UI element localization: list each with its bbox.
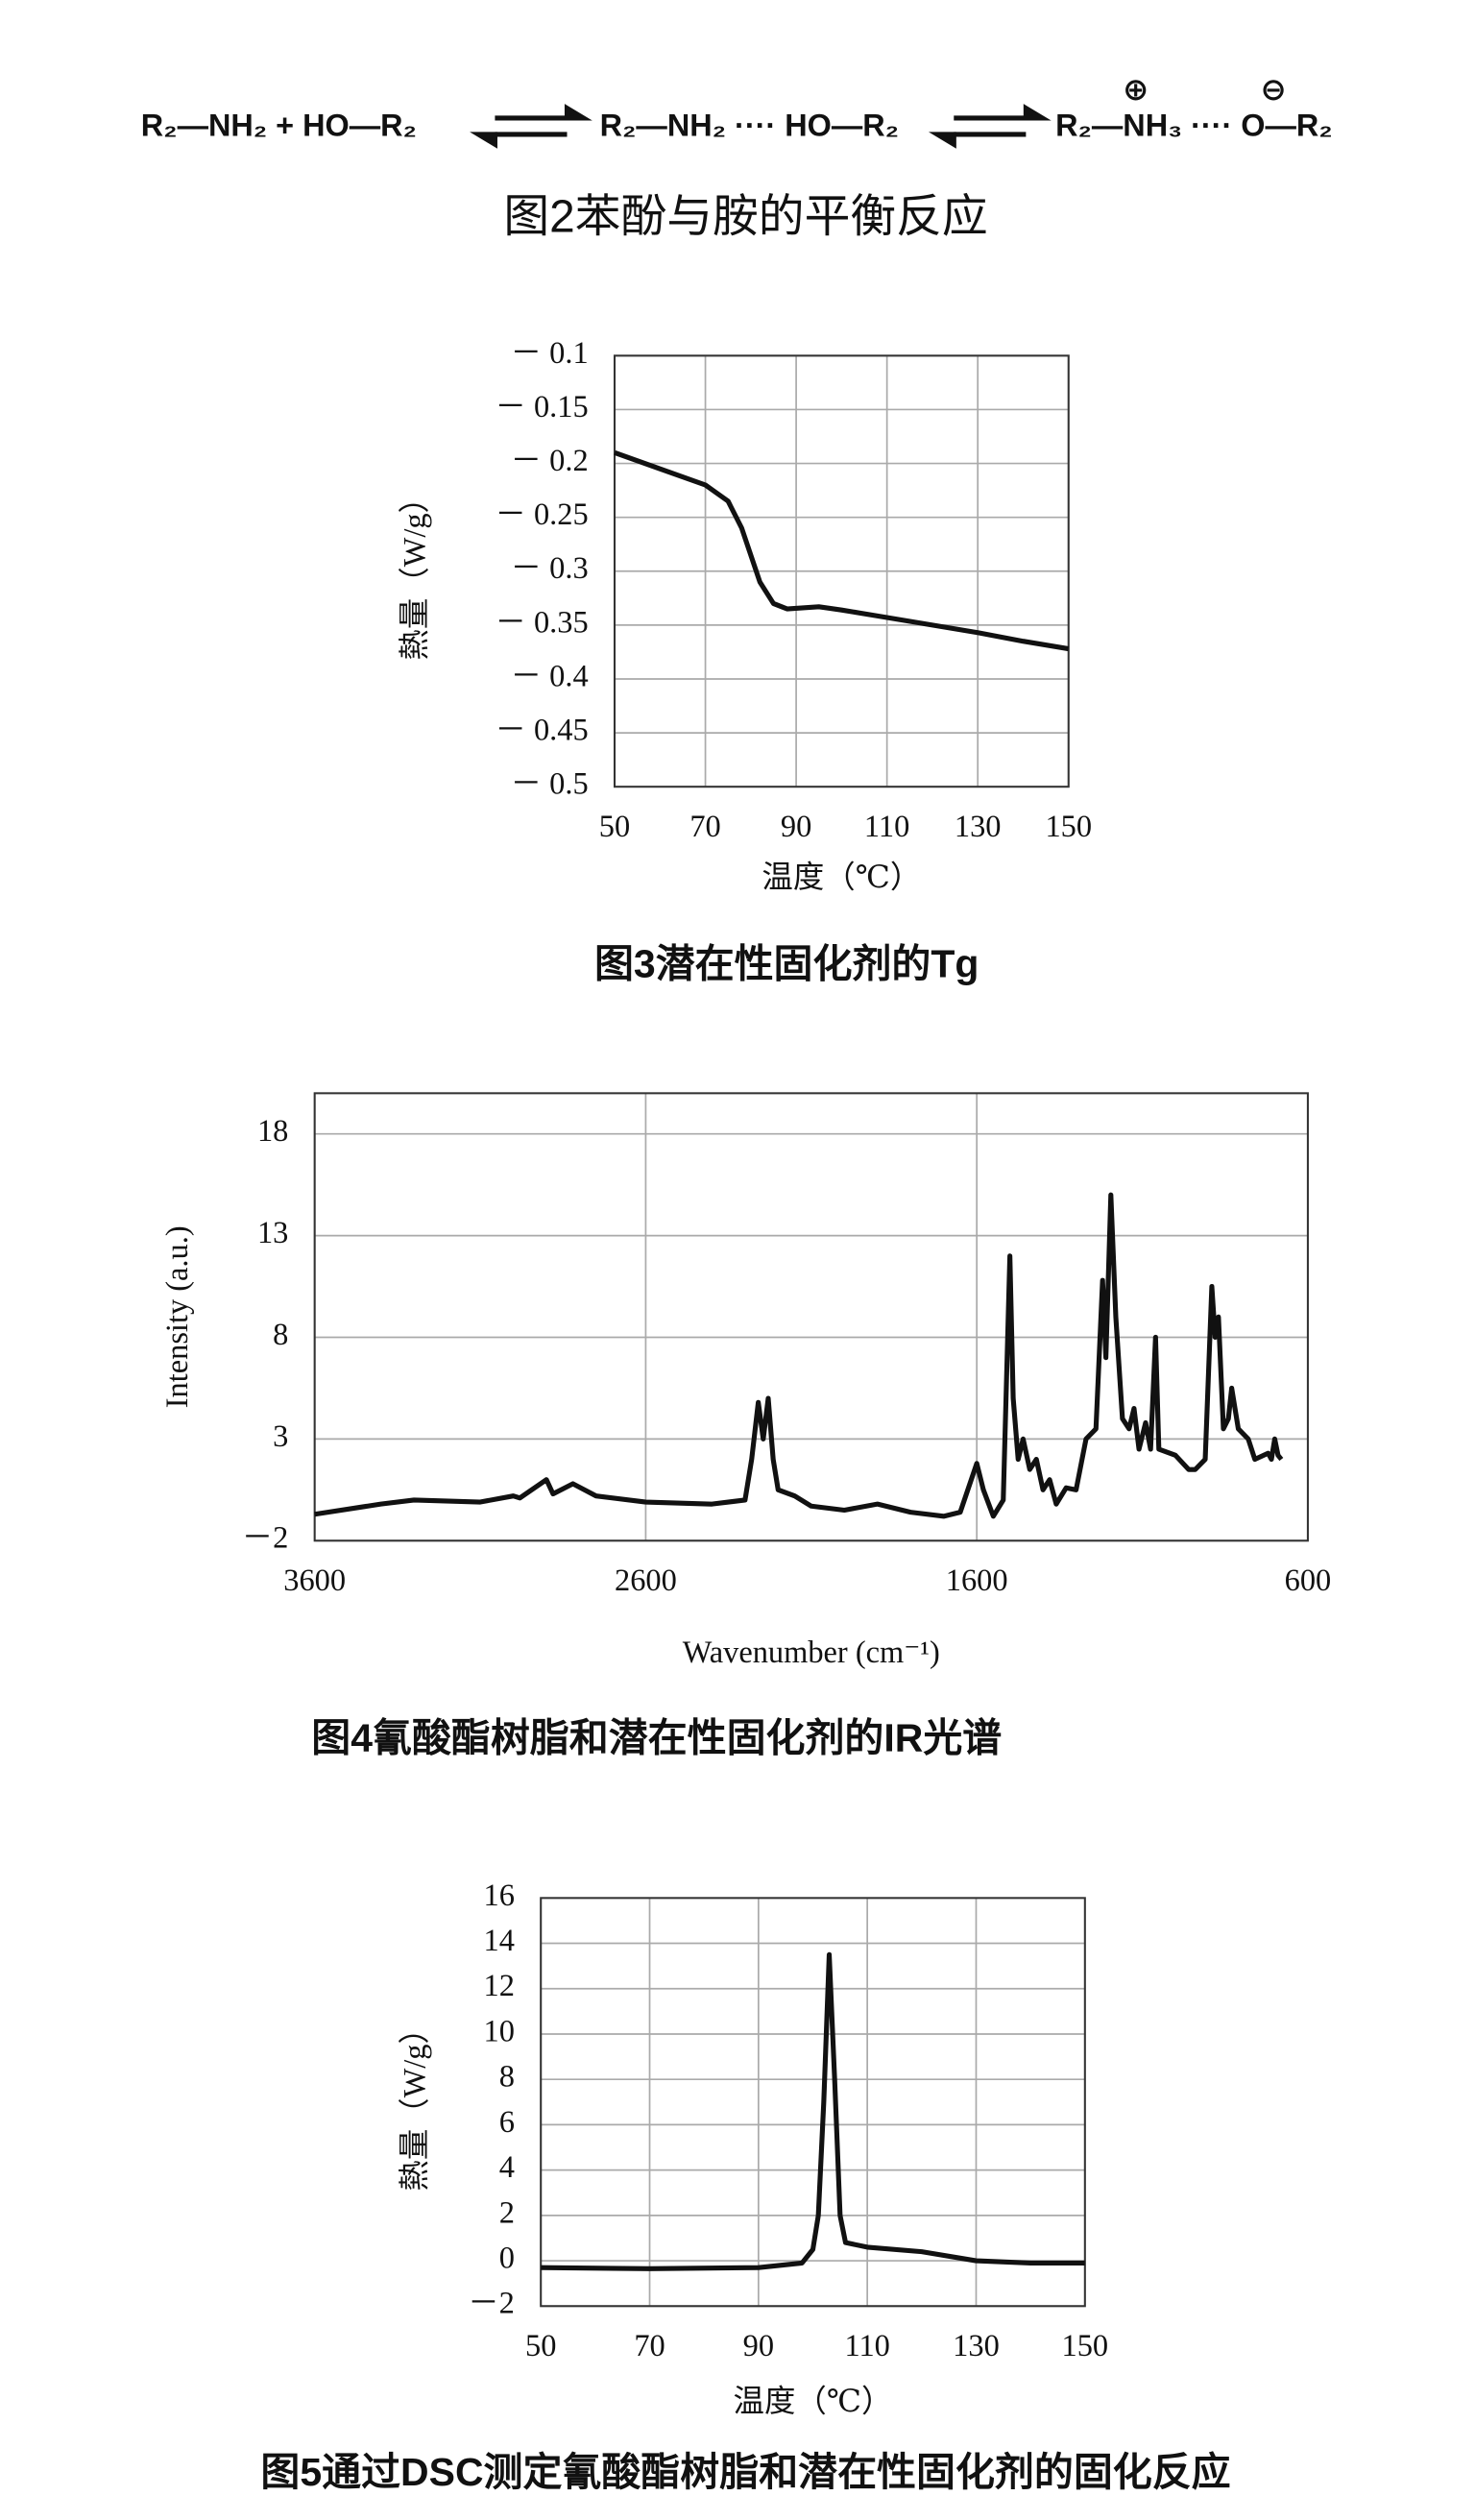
equilibrium-arrow [470,104,1052,149]
y-tick-label: 2 [499,2195,515,2230]
x-tick-label: 150 [1045,810,1092,844]
y-tick-label: 16 [483,1878,514,1913]
y-tick-label: 13 [257,1216,288,1250]
x-tick-label: 150 [1062,2329,1109,2363]
y-tick-label: 14 [483,1924,514,1958]
x-tick-label: 2600 [615,1563,677,1598]
y-tick-label: 6 [499,2105,515,2140]
y-tick-label: － 0.25 [495,497,588,532]
y-tick-label: 0 [499,2241,515,2275]
figure-caption: 图5通过DSC测定氰酸酯树脂和潜在性固化剂的固化反应 [260,2450,1230,2494]
x-tick-label: 600 [1285,1563,1332,1598]
y-tick-label: 10 [483,2014,514,2048]
y-tick-label: － 0.2 [511,444,589,478]
figure-caption: 图4氰酸酯树脂和潜在性固化剂的IR光谱 [311,1715,1002,1759]
x-axis-label: 温度（℃） [734,2384,893,2419]
x-tick-label: 90 [743,2329,774,2363]
anion-charge: ⊖ [1261,72,1287,107]
x-tick-label: 50 [525,2329,556,2363]
y-axis-label: Intensity (a.u.) [160,1225,195,1408]
figure-caption: 图3潜在性固化剂的Tg [594,942,979,986]
y-tick-label: 8 [499,2060,515,2095]
x-tick-label: 110 [844,2329,889,2363]
plot-frame [613,354,1070,788]
x-tick-label: 70 [634,2329,665,2363]
data-line [614,449,1070,652]
y-tick-label: 8 [273,1318,288,1352]
plot-frame [313,1092,1309,1542]
x-tick-label: 130 [953,2329,1000,2363]
y-tick-label: － 0.15 [495,390,588,424]
y-tick-label: 18 [257,1114,288,1149]
y-tick-label: －2 [242,1521,289,1556]
y-tick-label: － 0.1 [511,336,589,371]
x-tick-label: 3600 [283,1563,346,1598]
x-axis-label: Wavenumber (cm⁻¹) [683,1636,940,1670]
data-line [541,1951,1085,2271]
plot-frame [540,1897,1086,2308]
data-line [314,1192,1284,1519]
y-tick-label: － 0.45 [495,714,588,748]
x-tick-label: 110 [864,810,909,844]
equation-right: R₂—NH₃ ···· O—R₂ [1055,109,1333,143]
x-tick-label: 70 [689,810,720,844]
y-tick-label: － 0.4 [511,659,589,693]
equation-middle: R₂—NH₂ ···· HO—R₂ [600,109,899,143]
y-tick-label: － 0.35 [495,605,588,640]
x-axis-label: 温度（℃） [762,860,921,895]
x-tick-label: 50 [599,810,630,844]
cation-charge: ⊕ [1123,72,1149,107]
y-tick-label: 3 [273,1419,288,1454]
y-axis-label: 熱量（W/g） [398,482,433,660]
y-axis-label: 熱量（W/g） [398,2013,433,2191]
x-tick-label: 1600 [946,1563,1008,1598]
equation-left: R₂—NH₂ + HO—R₂ [141,109,417,143]
y-tick-label: － 0.3 [511,551,589,586]
equation-caption: 图2苯酚与胺的平衡反应 [503,191,987,242]
y-tick-label: 12 [483,1969,514,2003]
y-tick-label: 4 [499,2150,515,2185]
y-tick-label: － 0.5 [511,767,589,802]
y-tick-label: －2 [468,2287,515,2321]
x-tick-label: 90 [781,810,811,844]
x-tick-label: 130 [955,810,1002,844]
